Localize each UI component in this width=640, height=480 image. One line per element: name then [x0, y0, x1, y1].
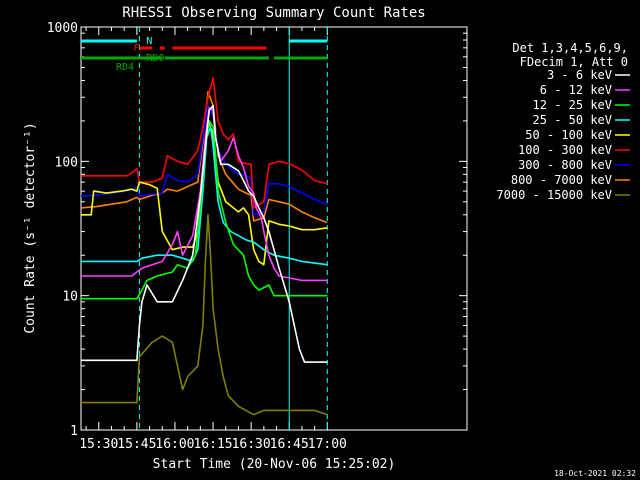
x-tick-label: 16:15 — [193, 437, 232, 452]
series-line — [81, 104, 328, 363]
footer-timestamp: 18-Oct-2021 02:32 — [554, 469, 636, 478]
y-tick-label: 1000 — [47, 21, 78, 36]
chart-title: RHESSI Observing Summary Count Rates — [122, 5, 425, 21]
y-tick-label: 10 — [62, 290, 78, 305]
legend-header: Det 1,3,4,5,6,9, — [512, 41, 628, 55]
legend-header: FDecim 1, Att 0 — [520, 55, 628, 69]
series-lines — [80, 76, 328, 416]
status-bar-label: F — [133, 43, 139, 54]
series-line — [80, 90, 328, 224]
legend-entry-label: 6 - 12 keV — [540, 83, 612, 97]
legend-entry-label: 300 - 800 keV — [518, 158, 612, 172]
status-bar-label: RD0 — [146, 53, 164, 64]
series-line — [81, 76, 328, 209]
x-tick-label: 16:30 — [232, 437, 271, 452]
legend-entry-label: 7000 - 15000 keV — [496, 188, 612, 202]
y-tick-label: 100 — [55, 155, 78, 170]
x-tick-label: 15:30 — [79, 437, 118, 452]
x-tick-label: 16:00 — [155, 437, 194, 452]
status-bar-label: RD4 — [116, 62, 134, 73]
legend-entry-label: 3 - 6 keV — [547, 68, 612, 82]
y-tick-label: 1 — [70, 424, 78, 439]
x-axis-label: Start Time (20-Nov-06 15:25:02) — [153, 457, 396, 472]
legend: Det 1,3,4,5,6,9,FDecim 1, Att 03 - 6 keV… — [496, 41, 630, 202]
legend-entry-label: 50 - 100 keV — [525, 128, 612, 142]
legend-entry-label: 12 - 25 keV — [533, 98, 612, 112]
legend-entry-label: 800 - 7000 keV — [511, 173, 612, 187]
x-tick-label: 16:45 — [270, 437, 309, 452]
status-bars: NF RD0 RD4 — [81, 36, 328, 73]
series-line — [80, 104, 328, 216]
status-bar-label: N — [146, 36, 152, 47]
series-line — [81, 126, 328, 266]
series-line — [81, 120, 328, 300]
plot-frame — [80, 26, 468, 431]
legend-entry-label: 100 - 300 keV — [518, 143, 612, 157]
legend-entry-label: 25 - 50 keV — [533, 113, 612, 127]
x-tick-label: 15:45 — [117, 437, 156, 452]
y-axis-label: Count Rate (s⁻¹ detector⁻¹) — [23, 122, 38, 333]
x-tick-label: 17:00 — [308, 437, 347, 452]
series-line — [81, 214, 328, 416]
